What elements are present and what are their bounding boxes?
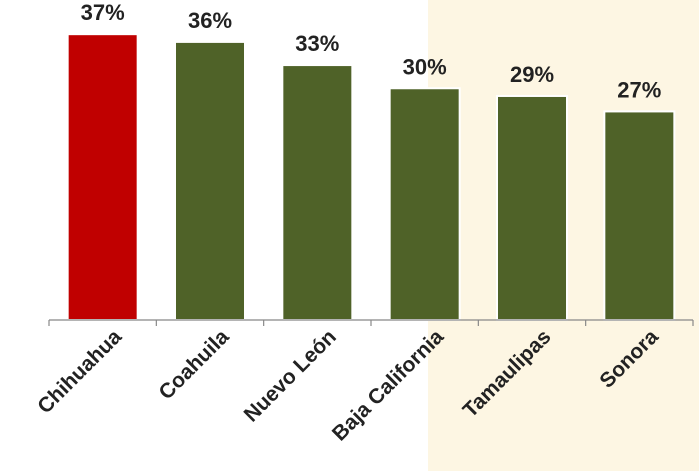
bar xyxy=(174,40,246,322)
value-label: 30% xyxy=(403,54,447,79)
value-labels-group: 37% 36% 33% 30% 29% 27% xyxy=(81,0,662,102)
bar xyxy=(496,94,568,321)
bar xyxy=(603,110,676,321)
value-label: 27% xyxy=(617,77,661,102)
value-label: 29% xyxy=(510,62,554,87)
value-label: 33% xyxy=(295,31,339,56)
bar xyxy=(66,33,139,322)
bars-group xyxy=(66,33,676,322)
value-label: 37% xyxy=(81,0,125,25)
x-ticks-group xyxy=(48,320,694,326)
bar xyxy=(388,87,461,321)
value-label: 36% xyxy=(188,8,232,33)
bar xyxy=(281,64,354,321)
